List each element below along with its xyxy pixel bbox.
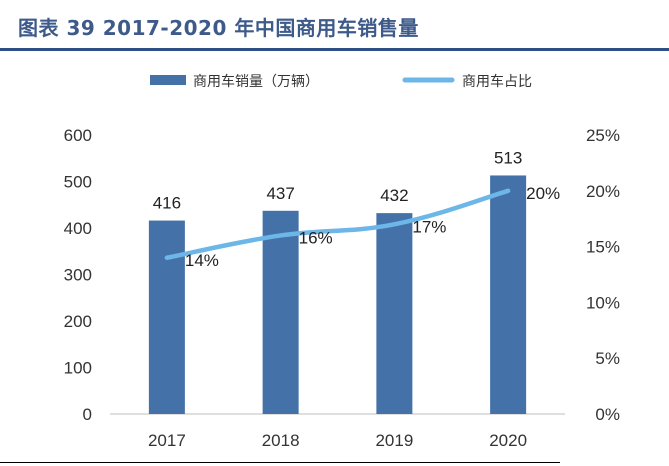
x-tick-label: 2020 bbox=[489, 431, 527, 450]
share-value-label: 17% bbox=[412, 217, 446, 236]
share-line bbox=[164, 188, 511, 261]
y-left-tick-label: 500 bbox=[64, 173, 92, 192]
bar-2017 bbox=[148, 220, 185, 414]
y-right-tick-label: 0% bbox=[595, 405, 620, 424]
y-right-tick-label: 15% bbox=[586, 238, 620, 257]
share-value-label: 16% bbox=[299, 228, 333, 247]
share-value-label: 14% bbox=[185, 251, 219, 270]
share-point-2019 bbox=[393, 223, 396, 226]
y-left-tick-label: 400 bbox=[64, 219, 92, 238]
bar-2018 bbox=[262, 210, 299, 414]
y-left-tick-label: 600 bbox=[64, 126, 92, 145]
title-divider bbox=[0, 48, 669, 51]
bottom-divider bbox=[0, 462, 560, 463]
legend-label-sales: 商用车销量（万辆） bbox=[193, 73, 319, 90]
x-tick-label: 2017 bbox=[148, 431, 186, 450]
share-value-label: 20% bbox=[526, 184, 560, 203]
bar-2020 bbox=[490, 175, 527, 414]
share-point-2020 bbox=[507, 189, 510, 192]
chart-title: 图表 39 2017-2020 年中国商用车销售量 bbox=[18, 16, 419, 40]
x-tick-label: 2018 bbox=[262, 431, 300, 450]
plot-area: 0 100 200 300 400 500 600 0% 5% 10% 15% 20% 25% 416 20… bbox=[64, 126, 620, 450]
bar-value-label: 432 bbox=[380, 186, 408, 205]
share-point-2018 bbox=[279, 234, 282, 237]
legend-swatch-sales bbox=[150, 75, 186, 85]
x-tick-label: 2019 bbox=[375, 431, 413, 450]
share-point-2017 bbox=[165, 256, 168, 259]
legend: 商用车销量（万辆） 商用车占比 bbox=[150, 73, 532, 90]
y-left-tick-label: 300 bbox=[64, 266, 92, 285]
y-right-tick-label: 25% bbox=[586, 126, 620, 145]
y-right-tick-label: 20% bbox=[586, 182, 620, 201]
bar-value-label: 437 bbox=[266, 184, 294, 203]
bar-value-label: 513 bbox=[494, 148, 522, 167]
y-left-tick-label: 0 bbox=[83, 405, 92, 424]
y-right-tick-label: 5% bbox=[595, 349, 620, 368]
y-left-tick-label: 100 bbox=[64, 359, 92, 378]
legend-label-share: 商用车占比 bbox=[462, 73, 532, 90]
bar-2019 bbox=[376, 213, 413, 414]
y-right-tick-label: 10% bbox=[586, 293, 620, 312]
y-left-tick-label: 200 bbox=[64, 312, 92, 331]
bar-value-label: 416 bbox=[153, 194, 181, 213]
